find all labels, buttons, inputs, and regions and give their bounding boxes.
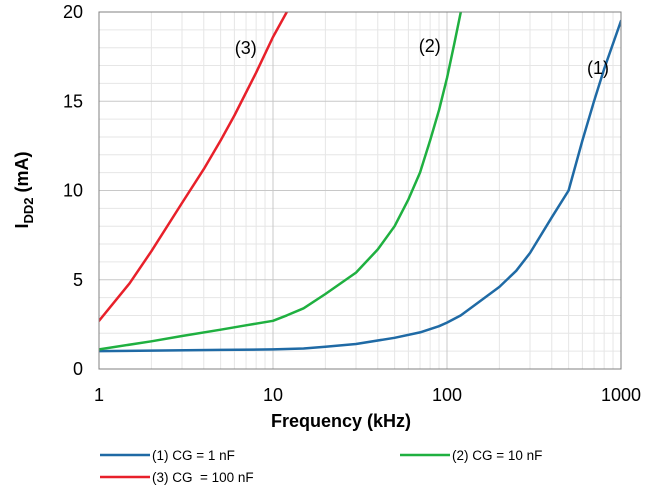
y-tick-label: 10 [63,181,83,201]
legend-label-3: (3) CG = 100 nF [152,470,254,485]
x-tick-label: 1 [94,385,104,405]
curve-label-1: (1) [587,58,609,78]
series-line-1 [99,19,621,353]
x-tick-label: 10 [263,385,283,405]
x-tick-labels: 1 10 100 1000 [94,385,641,405]
plot-frame [98,11,622,370]
y-tick-labels: 0 5 10 15 20 [63,2,83,379]
curve-label-2: (2) [419,36,441,56]
y-axis-title-subscript: DD2 [21,197,36,223]
legend-label-2: (2) CG = 10 nF [452,448,542,463]
x-tick-label: 1000 [601,385,641,405]
series-layer [99,12,621,353]
y-axis-title-main: I [12,224,32,229]
series-line-3 [99,12,289,323]
y-tick-label: 20 [63,2,83,22]
legend-label-1: (1) CG = 1 nF [152,448,235,463]
x-axis-title: Frequency (kHz) [271,411,411,431]
y-axis-title-suffix: (mA) [12,151,32,197]
x-tick-label: 100 [432,385,462,405]
series-line-2 [99,12,463,351]
y-tick-label: 15 [63,91,83,111]
curve-labels: (1) (2) (3) [235,36,609,78]
legend: (1) CG = 1 nF (2) CG = 10 nF (3) CG = 100 … [100,448,542,485]
y-axis-title: IDD2 (mA) [12,151,36,228]
y-tick-label: 0 [73,359,83,379]
curve-label-3: (3) [235,38,257,58]
y-tick-label: 5 [73,270,83,290]
